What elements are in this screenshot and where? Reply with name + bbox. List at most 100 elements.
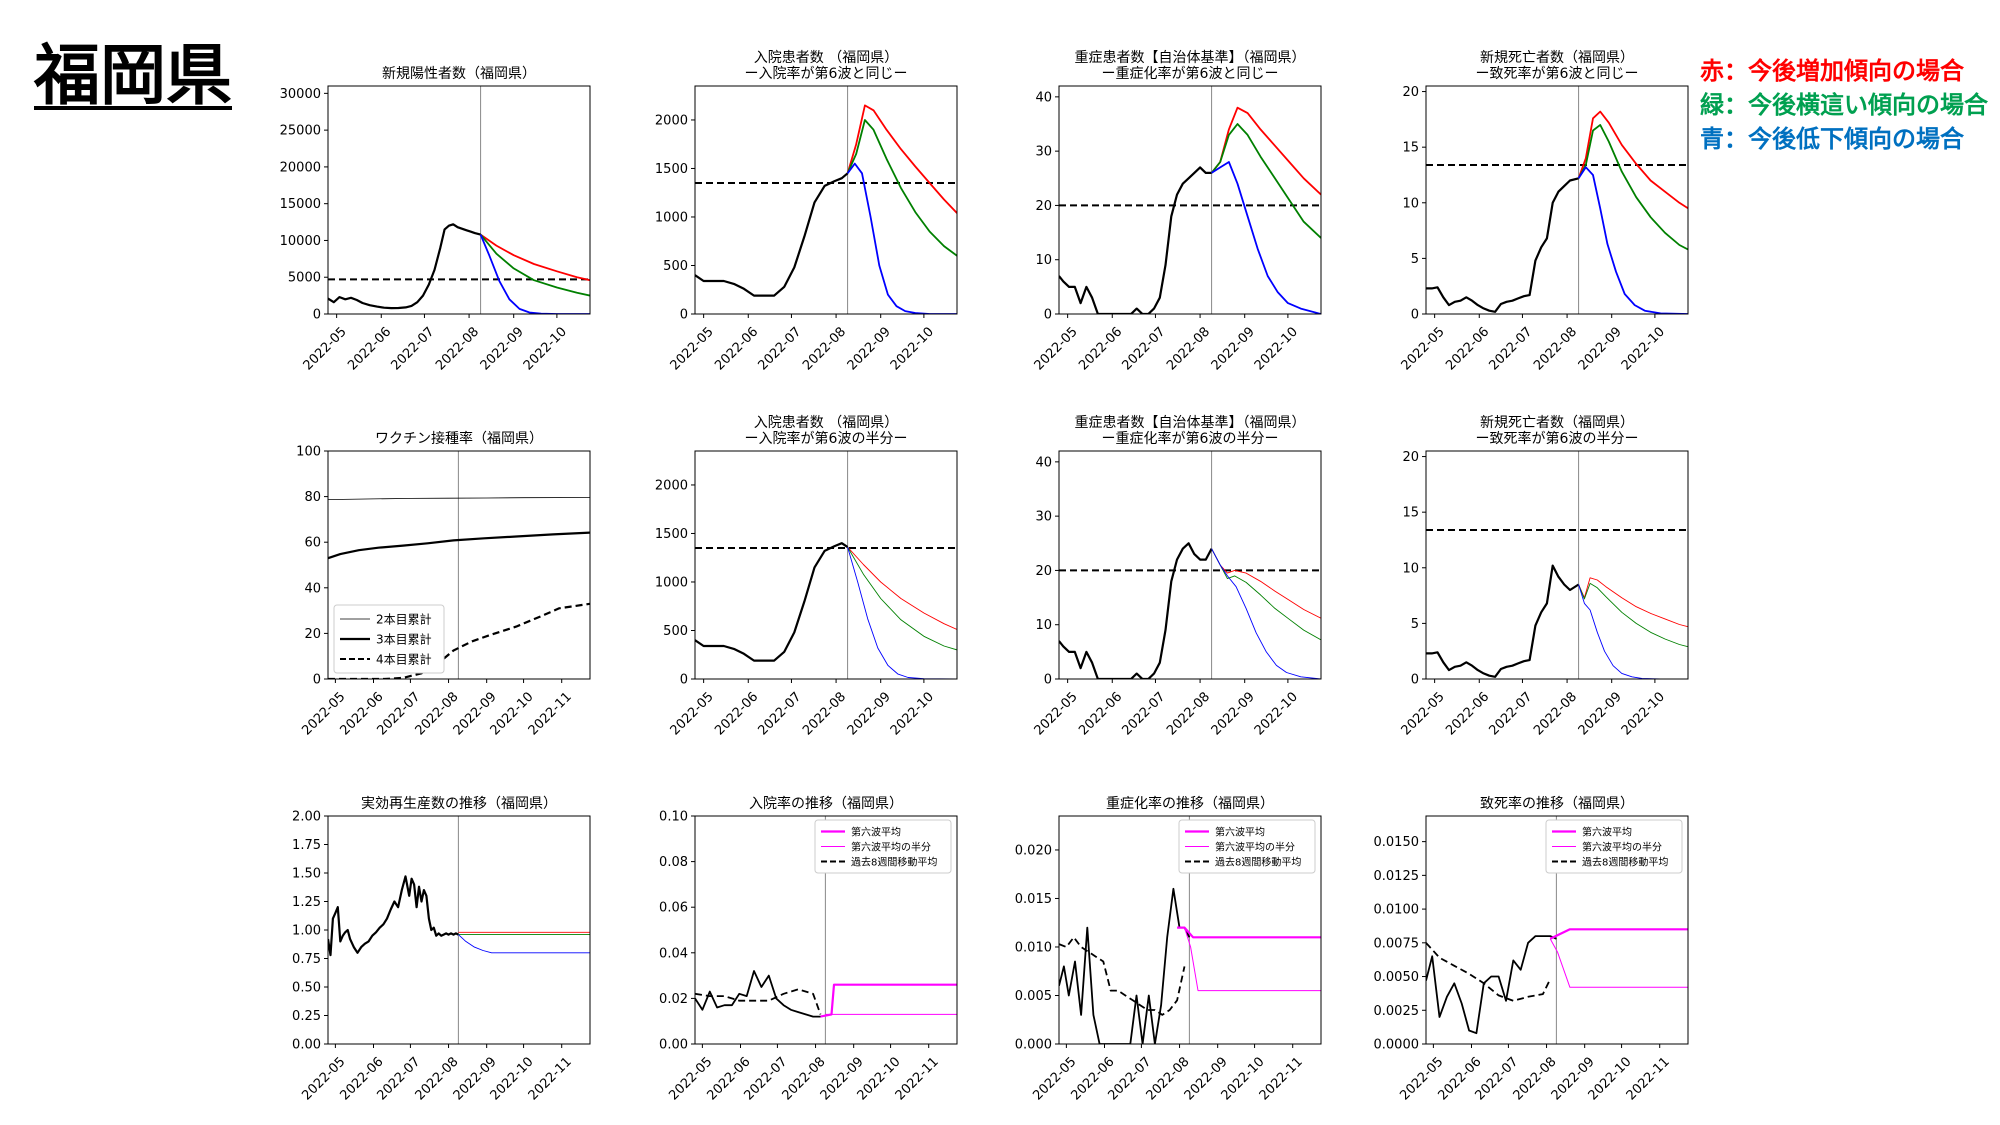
y-tick-label: 1.25 <box>292 895 321 910</box>
y-tick-label: 0.06 <box>659 901 688 916</box>
legend-label: 過去8週間移動平均 <box>851 855 937 868</box>
y-tick-label: 5 <box>1411 252 1419 267</box>
y-tick-label: 500 <box>663 624 688 639</box>
y-tick-label: 5000 <box>288 271 321 286</box>
x-tick-label: 2022-05 <box>668 324 717 373</box>
legend-label: 3本目累計 <box>376 632 432 647</box>
series-line-magenta <box>1184 927 1321 992</box>
x-tick-label: 2022-07 <box>388 324 437 373</box>
series-line-black <box>695 172 849 297</box>
series-line-green <box>1577 124 1688 251</box>
legend-label: 第六波平均の半分 <box>1215 840 1295 853</box>
series-line-black <box>1426 564 1580 678</box>
chart-c3: 重症患者数【自治体基準】（福岡県）ー重症化率が第6波と同じー 0 10 20 30 40 2… <box>1032 49 1322 373</box>
chart-title: ー重症化率が第6波と同じー <box>1102 65 1279 82</box>
x-tick-label: 2022-10 <box>1252 689 1301 738</box>
chart-c6: 入院患者数 （福岡県）ー入院率が第6波の半分ー 0 500 1000 1500 2000 2… <box>655 415 958 738</box>
series-line-blue <box>1211 548 1321 679</box>
chart-title: 致死率の推移（福岡県） <box>1480 795 1634 812</box>
y-tick-label: 0 <box>1411 673 1419 688</box>
x-tick-label: 2022-05 <box>301 324 350 373</box>
series-line-magenta <box>1177 926 1321 939</box>
y-tick-label: 2000 <box>655 113 688 128</box>
y-tick-label: 5 <box>1411 617 1419 632</box>
chart-c2: 入院患者数 （福岡県）ー入院率が第6波と同じー 0 500 1000 1500 2000 2… <box>655 50 958 373</box>
chart-title: ー重症化率が第6波の半分ー <box>1102 430 1279 447</box>
plot-frame <box>1425 815 1689 1045</box>
chart-title: 実効再生産数の推移（福岡県） <box>361 796 557 812</box>
x-tick-label: 2022-10 <box>888 324 937 373</box>
y-tick-label: 25000 <box>280 124 321 139</box>
chart-c8: 新規死亡者数（福岡県）ー致死率が第6波の半分ー051015202022-0520… <box>1399 415 1689 738</box>
y-tick-label: 0 <box>1044 673 1052 688</box>
chart-c7: 重症患者数【自治体基準】（福岡県）ー重症化率が第6波の半分ー 0 10 20 30 40 2… <box>1032 414 1322 738</box>
chart-title: ー入院率が第6波の半分ー <box>745 430 908 447</box>
plot-frame <box>327 450 591 680</box>
y-tick-label: 0.0000 <box>1374 1038 1420 1053</box>
plot-area <box>1059 816 1321 1044</box>
y-tick-label: 20 <box>1402 450 1419 465</box>
legend-label: 第六波平均 <box>1582 825 1632 838</box>
series-line-red <box>1210 106 1321 196</box>
y-tick-label: 0.10 <box>659 810 688 825</box>
plot-area <box>1059 86 1321 314</box>
y-tick-label: 1.75 <box>292 838 321 853</box>
chart-title: ー入院率が第6波と同じー <box>745 65 908 82</box>
x-tick-label: 2022-08 <box>800 689 849 738</box>
plot-area <box>1059 451 1321 679</box>
x-tick-label: 2022-08 <box>1164 324 1213 373</box>
chart-c1: 新規陽性者数（福岡県） 0 5000 10000 15000 20000 25000 3000… <box>280 66 591 373</box>
scenario-legend-blue: 青：今後低下傾向の場合 <box>1700 125 1964 153</box>
series-line-black <box>328 223 481 310</box>
y-tick-label: 40 <box>304 581 321 596</box>
legend-label: 過去8週間移動平均 <box>1215 855 1301 868</box>
x-tick-label: 2022-05 <box>668 689 717 738</box>
y-tick-label: 0.00 <box>659 1038 688 1053</box>
chart-legend: 2本目累計 3本目累計 4本目累計 <box>333 604 445 674</box>
plot-frame <box>694 450 958 680</box>
y-tick-label: 0 <box>1411 308 1419 323</box>
chart-c4: 新規死亡者数（福岡県）ー致死率が第6波と同じー051015202022-0520… <box>1399 50 1689 373</box>
y-tick-label: 1.50 <box>292 867 321 882</box>
y-tick-label: 40 <box>1035 455 1052 470</box>
series-line-black <box>1059 936 1186 1016</box>
series-line-black <box>1059 166 1212 314</box>
y-tick-label: 0.015 <box>1015 892 1052 907</box>
x-tick-label: 2022-08 <box>800 324 849 373</box>
series-line-red <box>1578 577 1688 628</box>
chart-title: 新規陽性者数（福岡県） <box>382 66 536 82</box>
series-line-blue <box>458 934 590 954</box>
x-tick-label: 2022-09 <box>478 324 527 373</box>
y-tick-label: 15000 <box>280 197 321 212</box>
series-line-green <box>479 234 590 297</box>
y-tick-label: 2000 <box>655 478 688 493</box>
plot-frame <box>1058 815 1322 1045</box>
x-tick-label: 2022-09 <box>1576 324 1625 373</box>
y-tick-label: 30000 <box>280 87 321 102</box>
series-line-red <box>1211 548 1321 619</box>
chart-c12: 致死率の推移（福岡県） 0.0000 0.0025 0.0050 0.0075 0.010… <box>1374 795 1689 1103</box>
series-line-black <box>328 497 590 500</box>
y-tick-label: 0 <box>680 308 688 323</box>
plot-area <box>328 816 590 1044</box>
y-tick-label: 15 <box>1402 506 1419 521</box>
legend-label: 第六波平均の半分 <box>1582 840 1662 853</box>
y-tick-label: 0.08 <box>659 855 688 870</box>
series-line-magenta <box>820 983 957 1018</box>
y-tick-label: 0 <box>313 673 321 688</box>
y-tick-label: 100 <box>296 445 321 460</box>
series-line-black <box>695 542 849 662</box>
plot-area <box>328 451 590 679</box>
legend-box <box>333 604 445 674</box>
legend-label: 4本目累計 <box>376 652 432 667</box>
legend-label: 第六波平均の半分 <box>851 840 931 853</box>
y-tick-label: 1500 <box>655 527 688 542</box>
chart-title: 入院患者数 （福岡県） <box>754 50 898 66</box>
series-line-black <box>1426 942 1552 1002</box>
series-line-black <box>1426 935 1557 1035</box>
legend-box <box>814 819 952 874</box>
plot-area <box>1426 86 1688 314</box>
y-tick-label: 0.25 <box>292 1009 321 1024</box>
series-line-black <box>328 875 459 957</box>
series-line-black <box>695 988 822 1015</box>
